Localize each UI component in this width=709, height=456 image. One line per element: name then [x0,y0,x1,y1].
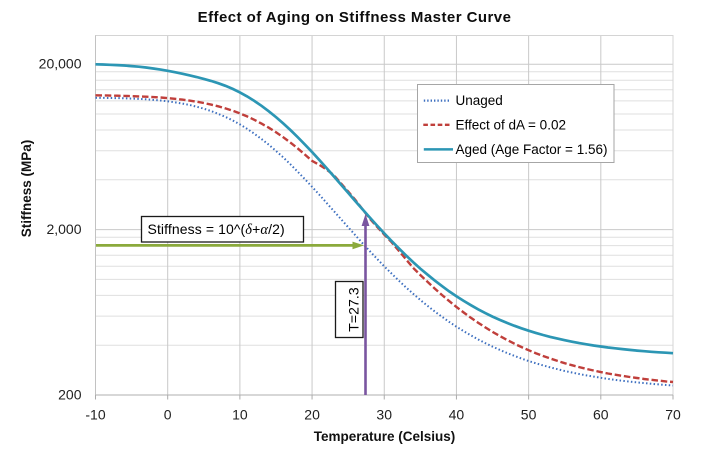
svg-text:50: 50 [521,407,537,423]
svg-text:Temperature (Celsius): Temperature (Celsius) [314,429,456,444]
svg-text:T=27.3: T=27.3 [346,287,362,332]
svg-text:Unaged: Unaged [456,93,503,108]
svg-text:10: 10 [232,407,248,423]
svg-text:Stiffness = 10^(δ+α/2): Stiffness = 10^(δ+α/2) [148,221,285,238]
svg-text:Effect of Aging on Stiffness M: Effect of Aging on Stiffness Master Curv… [198,9,512,26]
svg-text:200: 200 [58,387,82,403]
svg-text:Stiffness (MPa): Stiffness (MPa) [19,140,34,238]
svg-text:70: 70 [665,407,681,423]
svg-text:40: 40 [449,407,465,423]
svg-text:20,000: 20,000 [39,56,82,72]
svg-text:60: 60 [593,407,609,423]
svg-text:20: 20 [304,407,320,423]
svg-text:2,000: 2,000 [46,221,81,237]
svg-text:Effect of dA = 0.02: Effect of dA = 0.02 [456,117,566,132]
svg-text:-10: -10 [85,407,105,423]
svg-text:30: 30 [376,407,392,423]
svg-text:0: 0 [164,407,172,423]
svg-text:Aged (Age Factor = 1.56): Aged (Age Factor = 1.56) [456,142,608,157]
